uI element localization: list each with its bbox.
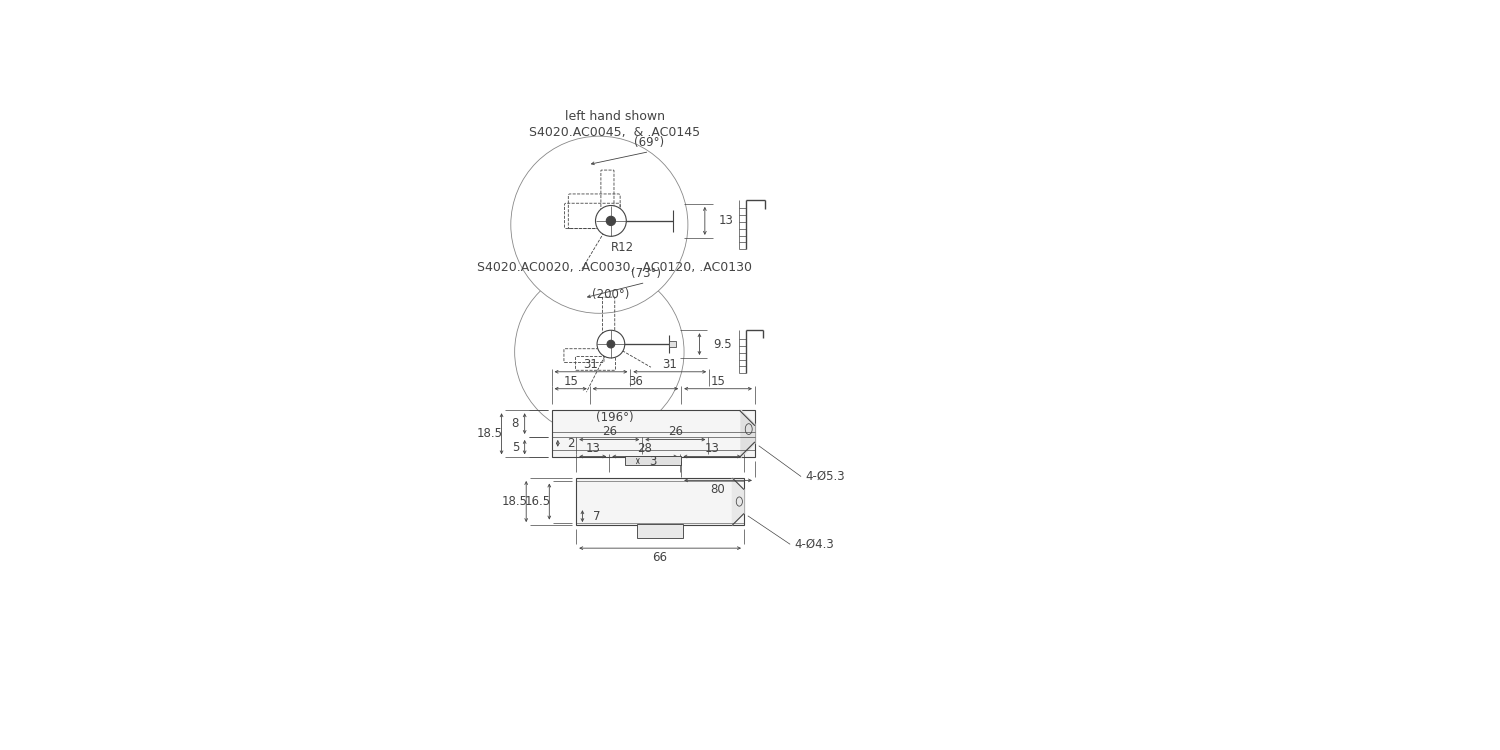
- Text: 13: 13: [718, 214, 734, 227]
- Text: 4-Ø4.3: 4-Ø4.3: [794, 538, 834, 550]
- Circle shape: [514, 267, 684, 436]
- Text: left hand shown: left hand shown: [564, 110, 664, 124]
- Bar: [638, 524, 682, 538]
- Bar: [669, 341, 676, 347]
- Text: 18.5: 18.5: [501, 495, 528, 508]
- Text: 7: 7: [592, 510, 600, 523]
- Text: 28: 28: [638, 442, 652, 455]
- Text: 80: 80: [711, 483, 726, 496]
- Text: 13: 13: [705, 442, 720, 455]
- Text: 15: 15: [562, 374, 578, 388]
- Text: (69°): (69°): [634, 136, 664, 148]
- Circle shape: [606, 216, 615, 226]
- Text: R12: R12: [610, 242, 634, 254]
- Text: 31: 31: [663, 358, 676, 370]
- Text: 4-Ø5.3: 4-Ø5.3: [806, 470, 844, 483]
- Text: (73°): (73°): [630, 267, 660, 280]
- Text: 36: 36: [628, 374, 644, 388]
- Circle shape: [512, 136, 688, 314]
- Polygon shape: [741, 410, 754, 458]
- Text: (200°): (200°): [592, 287, 630, 301]
- Polygon shape: [732, 478, 744, 525]
- Text: 2: 2: [567, 436, 574, 450]
- Text: S4020.AC0020, .AC0030, .AC0120, .AC0130: S4020.AC0020, .AC0030, .AC0120, .AC0130: [477, 260, 752, 274]
- Circle shape: [596, 206, 627, 236]
- Text: 8: 8: [512, 417, 519, 430]
- Text: 26: 26: [668, 425, 682, 438]
- Text: 18.5: 18.5: [477, 427, 502, 440]
- Circle shape: [608, 340, 615, 348]
- Text: 66: 66: [652, 551, 668, 564]
- Bar: [576, 478, 744, 525]
- Text: 26: 26: [602, 425, 616, 438]
- Bar: [626, 456, 681, 465]
- Text: 15: 15: [711, 374, 726, 388]
- Text: S4020.AC0045,  & .AC0145: S4020.AC0045, & .AC0145: [530, 126, 700, 139]
- Bar: [552, 410, 754, 458]
- Text: 31: 31: [584, 358, 598, 370]
- Circle shape: [597, 330, 626, 358]
- Text: 3: 3: [650, 454, 657, 467]
- Text: (196°): (196°): [596, 411, 633, 424]
- Text: 5: 5: [512, 441, 519, 454]
- Text: 13: 13: [585, 442, 600, 455]
- Text: 16.5: 16.5: [525, 495, 550, 508]
- Text: 9.5: 9.5: [714, 338, 732, 350]
